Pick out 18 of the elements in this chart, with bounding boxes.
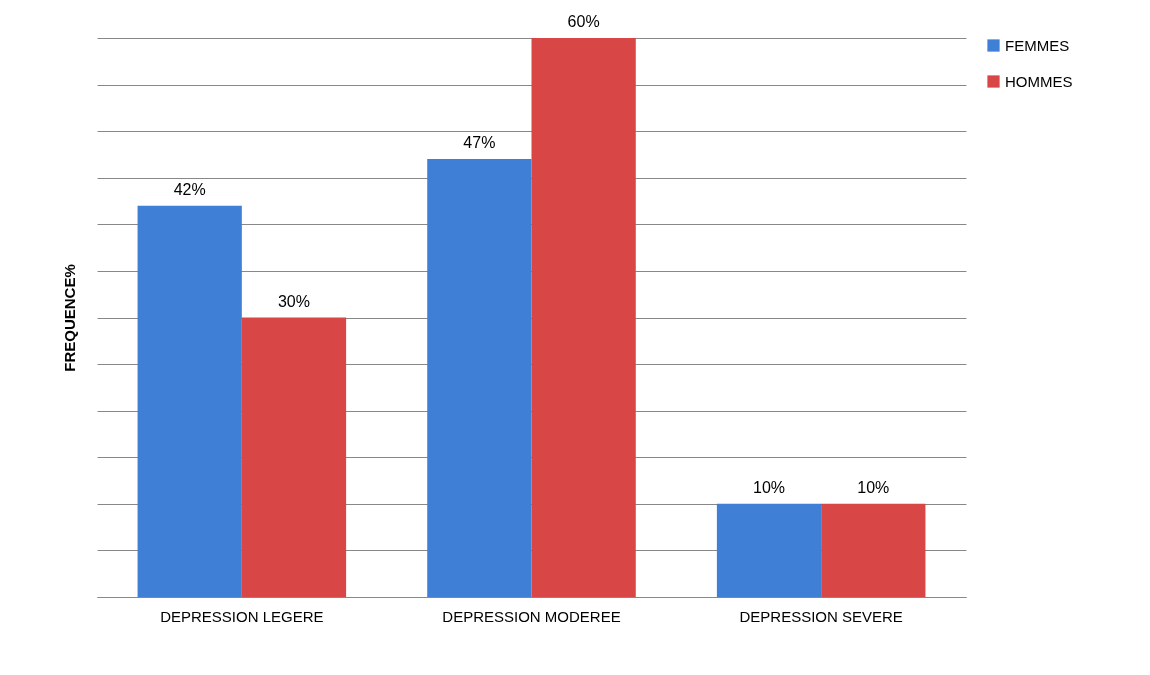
bar: [241, 317, 347, 597]
data-label: 10%: [753, 478, 786, 496]
bar: [137, 205, 242, 597]
x-tick-label: DEPRESSION SEVERE: [739, 607, 903, 625]
legend-label: HOMMES: [1005, 72, 1073, 90]
x-tick-label: DEPRESSION MODEREE: [442, 607, 621, 625]
bar: [821, 503, 926, 597]
bar: [716, 503, 822, 597]
bar: [427, 159, 532, 597]
data-label: 42%: [173, 180, 206, 198]
data-label: 47%: [463, 134, 496, 152]
data-label: 60%: [567, 13, 600, 30]
bar: [531, 38, 636, 597]
x-tick-label: DEPRESSION LEGERE: [160, 607, 324, 625]
legend-label: FEMMES: [1005, 36, 1070, 54]
data-label: 30%: [277, 292, 310, 310]
data-label: 10%: [857, 478, 890, 496]
y-axis-title: FREQUENCE%: [60, 264, 78, 372]
